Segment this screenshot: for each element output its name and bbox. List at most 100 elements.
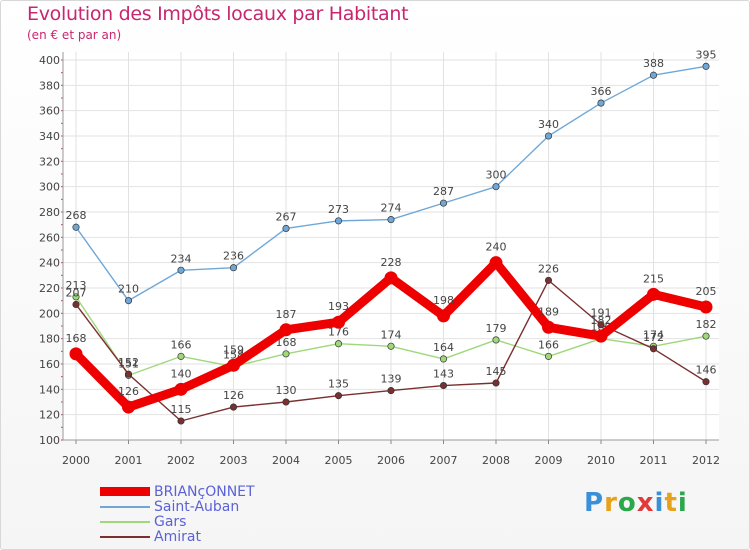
data-label-saint-auban: 234	[171, 252, 192, 265]
data-point-saint-auban	[282, 224, 290, 233]
logo-letter: P	[584, 488, 605, 518]
data-point-gars	[387, 342, 395, 350]
data-point-brianconnet	[332, 315, 345, 329]
data-label-amirat: 126	[223, 389, 244, 402]
data-label-saint-auban: 273	[328, 203, 349, 216]
data-point-saint-auban	[177, 266, 185, 274]
y-tick-label: 160	[39, 358, 60, 371]
data-label-brianconnet: 168	[66, 332, 87, 345]
data-point-gars	[282, 350, 290, 358]
legend-swatch-amirat	[100, 535, 150, 538]
data-point-saint-auban	[439, 199, 448, 207]
data-label-gars: 164	[433, 341, 454, 354]
data-label-gars: 182	[696, 318, 717, 331]
data-point-gars	[177, 352, 185, 360]
data-label-saint-auban: 274	[381, 202, 402, 215]
legend-label-saint-auban: Saint-Auban	[154, 498, 240, 515]
data-label-amirat: 191	[591, 307, 612, 320]
data-point-gars	[439, 355, 448, 363]
data-point-brianconnet	[542, 320, 555, 334]
y-tick-label: 140	[39, 383, 60, 396]
data-label-amirat: 145	[486, 365, 507, 378]
data-label-saint-auban: 210	[118, 283, 139, 296]
legend-item-saint-auban: Saint-Auban	[100, 498, 255, 515]
logo-letter: t	[664, 488, 678, 518]
data-label-saint-auban: 287	[433, 185, 454, 198]
chart-title: Evolution des Impôts locaux par Habitant	[27, 3, 409, 25]
data-point-brianconnet	[489, 256, 503, 270]
x-tick-label: 2002	[167, 454, 195, 467]
data-point-brianconnet	[594, 329, 608, 343]
y-tick-label: 340	[39, 130, 60, 143]
data-point-amirat	[124, 370, 133, 378]
legend-swatch-gars	[100, 520, 150, 523]
legend-item-amirat: Amirat	[100, 529, 255, 545]
data-label-brianconnet: 193	[328, 300, 349, 313]
y-tick-label: 360	[39, 105, 60, 118]
data-label-amirat: 130	[276, 384, 297, 397]
data-point-saint-auban	[334, 217, 343, 225]
y-tick-label: 300	[39, 181, 60, 194]
data-label-gars: 174	[643, 328, 664, 341]
data-label-brianconnet: 126	[118, 385, 139, 398]
data-label-amirat: 226	[538, 262, 559, 275]
x-tick-label: 2004	[272, 454, 300, 467]
legend-item-brianconnet: BRIANçONNET	[100, 484, 255, 500]
y-tick-label: 280	[39, 206, 60, 219]
x-tick-label: 2000	[62, 454, 90, 467]
data-label-brianconnet: 182	[591, 314, 612, 327]
data-label-amirat: 172	[643, 331, 664, 344]
data-label-saint-auban: 388	[643, 57, 664, 70]
data-point-amirat	[282, 398, 290, 406]
data-point-amirat	[649, 345, 658, 353]
x-tick-label: 2008	[482, 454, 510, 467]
data-point-gars	[334, 340, 343, 348]
data-point-saint-auban	[597, 99, 605, 107]
data-point-brianconnet	[122, 400, 135, 414]
data-label-gars: 213	[66, 279, 87, 292]
data-point-amirat	[177, 417, 185, 425]
y-tick-label: 220	[39, 282, 60, 295]
logo-letter: o	[617, 488, 637, 518]
data-point-brianconnet	[227, 358, 240, 372]
data-point-amirat	[72, 300, 80, 309]
y-tick-label: 120	[39, 409, 60, 422]
data-point-saint-auban	[492, 183, 500, 191]
data-point-amirat	[334, 392, 343, 400]
x-tick-label: 2005	[325, 454, 353, 467]
data-point-gars	[702, 332, 710, 340]
data-point-saint-auban	[72, 223, 80, 231]
data-label-amirat: 139	[381, 373, 402, 386]
legend: BRIANçONNET Saint-Auban Gars Amirat	[100, 484, 255, 545]
y-tick-label: 180	[39, 333, 60, 346]
data-point-amirat	[544, 276, 553, 284]
data-point-brianconnet	[647, 287, 660, 301]
logo-letter: i	[677, 488, 688, 518]
x-tick-label: 2012	[692, 454, 720, 467]
data-point-amirat	[492, 379, 500, 387]
data-point-saint-auban	[229, 264, 238, 272]
logo-letter: r	[604, 488, 618, 518]
y-tick-label: 380	[39, 79, 60, 92]
data-point-amirat	[597, 321, 605, 329]
data-point-brianconnet	[279, 323, 293, 337]
data-label-brianconnet: 228	[381, 256, 402, 269]
data-label-amirat: 135	[328, 378, 349, 391]
data-label-gars: 166	[171, 338, 192, 351]
data-label-saint-auban: 340	[538, 118, 559, 131]
data-point-gars	[492, 336, 500, 344]
data-point-amirat	[229, 403, 238, 411]
y-tick-label: 260	[39, 231, 60, 244]
y-tick-label: 240	[39, 257, 60, 270]
data-point-gars	[544, 352, 553, 360]
data-label-saint-auban: 395	[696, 48, 717, 61]
data-label-gars: 179	[486, 322, 507, 335]
data-point-brianconnet	[699, 300, 713, 314]
data-point-brianconnet	[437, 309, 450, 323]
data-label-amirat: 152	[118, 356, 139, 369]
chart-subtitle: (en € et par an)	[27, 28, 122, 42]
data-label-brianconnet: 205	[696, 285, 717, 298]
data-point-saint-auban	[702, 62, 710, 70]
data-label-brianconnet: 198	[433, 294, 454, 307]
data-point-saint-auban	[124, 297, 133, 305]
